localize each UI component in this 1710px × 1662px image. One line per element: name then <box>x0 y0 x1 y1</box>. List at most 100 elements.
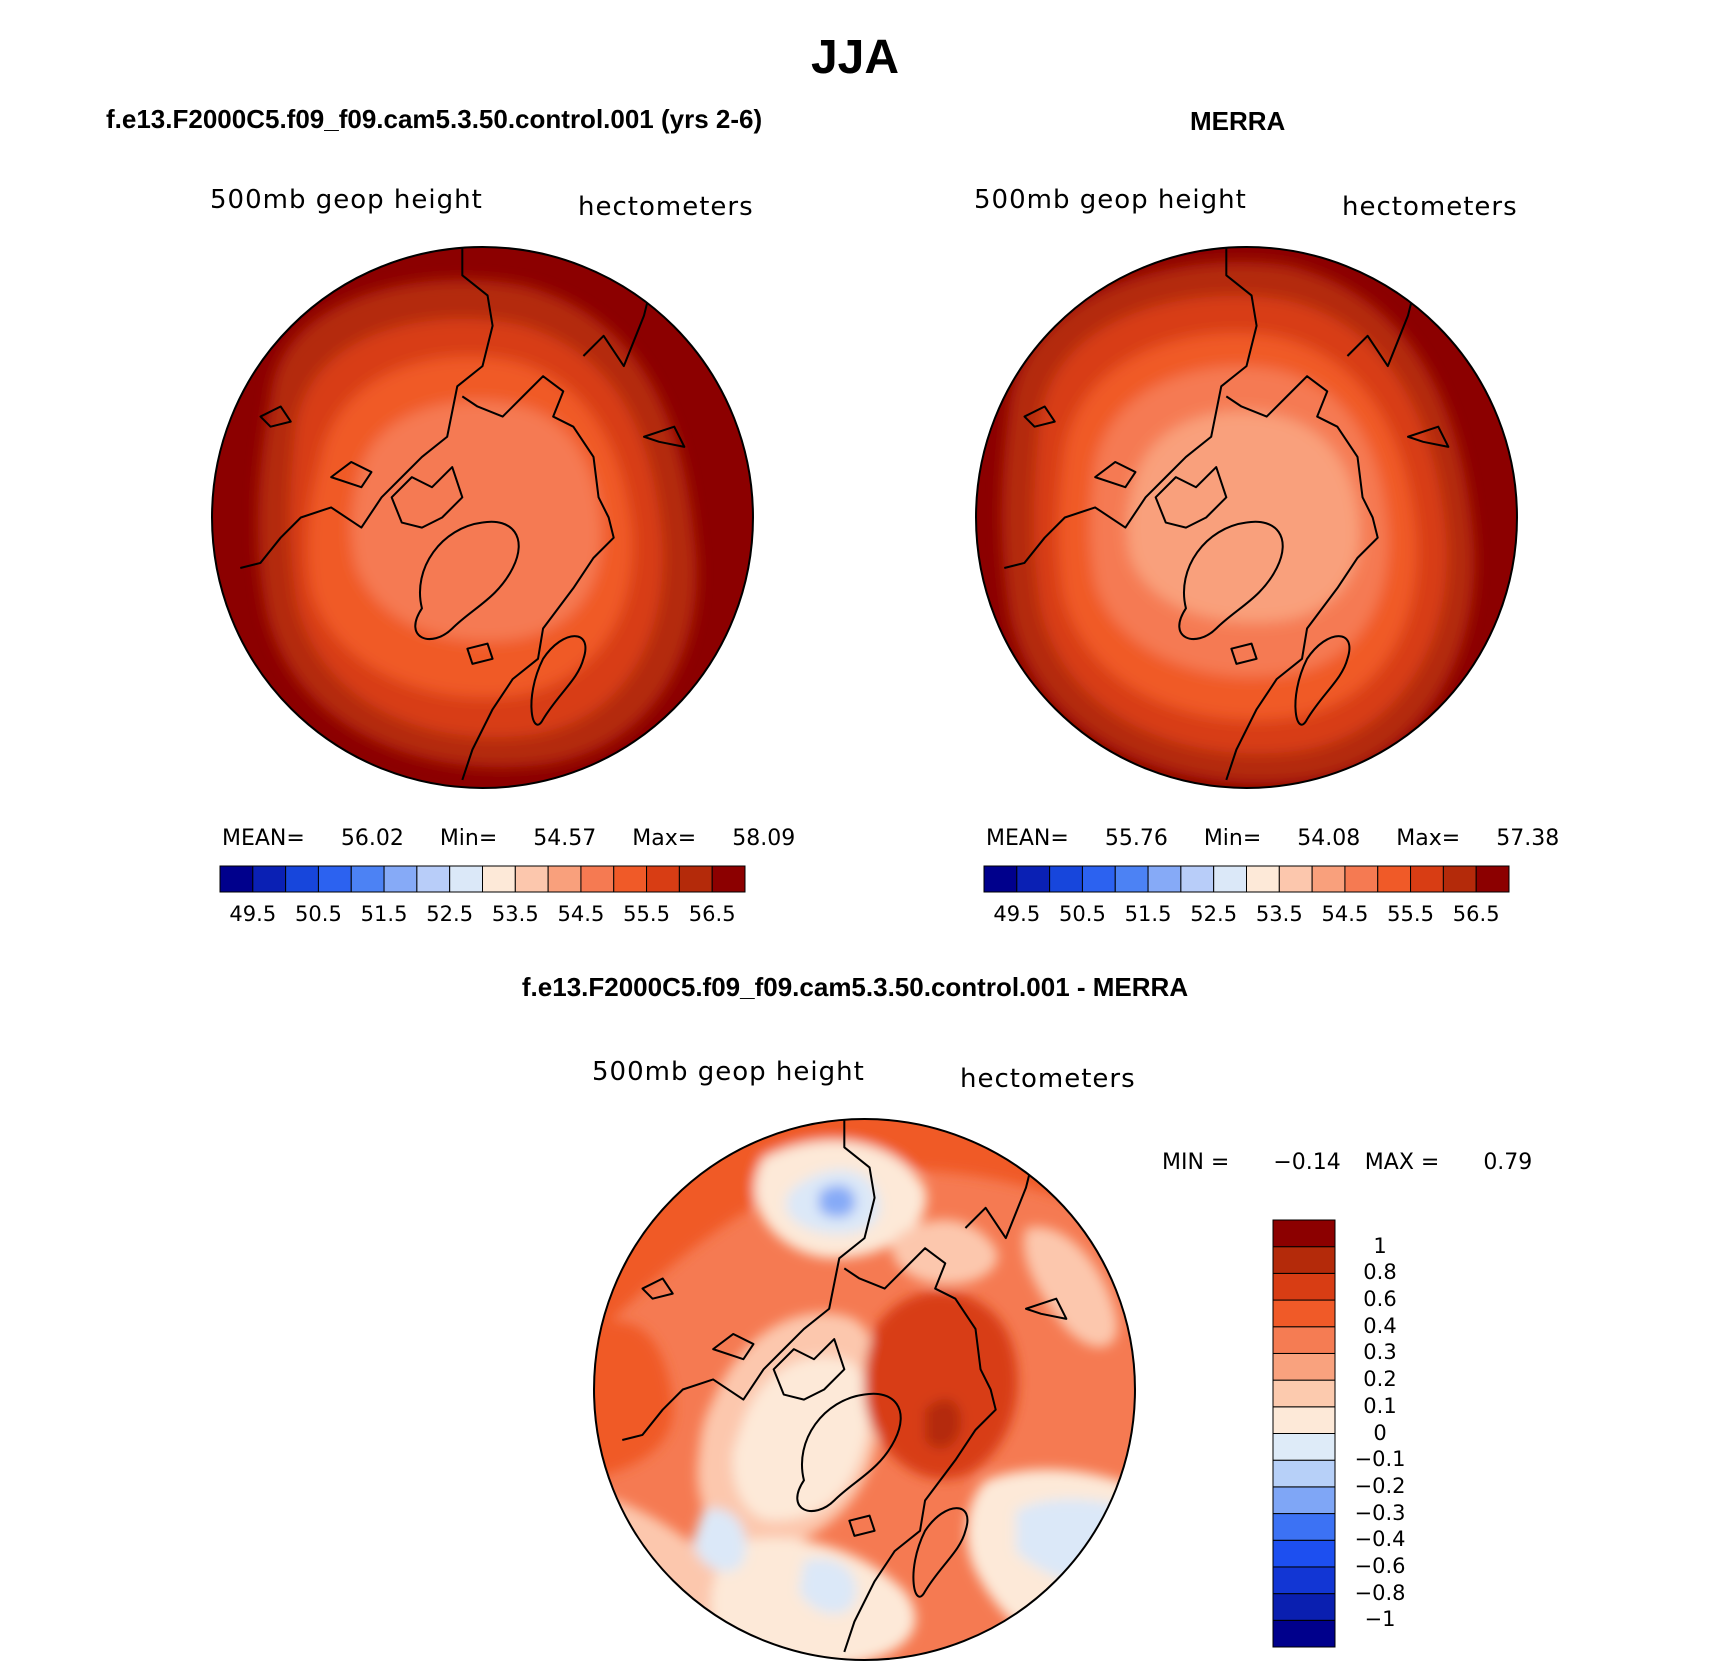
colorbar-tick-label: −0.3 <box>1354 1500 1406 1525</box>
colorbar-swatch <box>1272 1219 1336 1248</box>
coastlines <box>622 1119 1068 1653</box>
right-polar-map <box>975 246 1518 789</box>
diff-units-label: hectometers <box>960 1064 1136 1094</box>
colorbar-swatch <box>1246 865 1280 893</box>
diff-polar-map <box>593 1118 1136 1661</box>
panel-right-title: MERRA <box>1190 106 1286 136</box>
contour-fill <box>732 1356 870 1521</box>
contour-fill <box>925 1399 962 1449</box>
colorbar-swatch <box>317 865 352 893</box>
contour-fill <box>594 1321 674 1481</box>
right-mean-label: MEAN= <box>986 826 1069 851</box>
coastlines <box>240 247 686 781</box>
contour-fill <box>864 1291 1018 1480</box>
colorbar-swatch <box>449 865 483 893</box>
colorbar-swatch <box>1272 1593 1336 1621</box>
colorbar-tick-label: 53.5 <box>1255 902 1303 926</box>
colorbar-tick-label: −0.4 <box>1354 1527 1406 1552</box>
colorbar-tick-label: 0.1 <box>1363 1393 1397 1418</box>
contour-fill <box>798 1558 857 1614</box>
left-max-value: 58.09 <box>732 826 796 851</box>
colorbar-swatch <box>1016 865 1051 893</box>
right-colorbar <box>983 865 1510 893</box>
colorbar-tick-label: 51.5 <box>360 902 408 926</box>
colorbar-swatch <box>416 865 451 893</box>
colorbar-swatch <box>1311 865 1346 893</box>
colorbar-swatch <box>285 865 319 893</box>
contour-fill <box>594 1119 1135 1350</box>
map-border <box>211 246 754 789</box>
left-max-label: Max= <box>632 826 697 851</box>
left-colorbar-ticks: 49.5 50.5 51.5 52.5 53.5 54.5 55.5 56.5 <box>220 902 745 932</box>
colorbar-tick-label: 51.5 <box>1124 902 1172 926</box>
colorbar-swatch <box>1272 1486 1336 1515</box>
panel-diff-title: f.e13.F2000C5.f09_f09.cam5.3.50.control.… <box>521 972 1189 1002</box>
colorbar-swatch <box>1213 865 1247 893</box>
colorbar-tick-label: 0.2 <box>1363 1367 1397 1392</box>
colorbar-tick-label: 52.5 <box>1190 902 1238 926</box>
panel-left-title: f.e13.F2000C5.f09_f09.cam5.3.50.control.… <box>106 104 763 134</box>
right-max-label: Max= <box>1396 826 1461 851</box>
colorbar-swatch <box>1114 865 1149 893</box>
colorbar-swatch <box>1272 1539 1336 1568</box>
contour-fill <box>1127 411 1360 623</box>
colorbar-tick-label: −0.8 <box>1354 1580 1406 1605</box>
contour-fill <box>351 401 602 642</box>
right-min-value: 54.08 <box>1297 826 1361 851</box>
contour-fill <box>692 1508 747 1572</box>
right-units-label: hectometers <box>1342 192 1518 222</box>
colorbar-tick-label: 50.5 <box>1059 902 1106 926</box>
right-colorbar-ticks: 49.5 50.5 51.5 52.5 53.5 54.5 55.5 56.5 <box>984 902 1509 932</box>
right-variable-label: 500mb geop height <box>974 185 1247 215</box>
colorbar-tick-label: 54.5 <box>1321 902 1369 926</box>
diff-colorbar-ticks: 1 0.8 0.6 0.4 0.3 0.2 0.1 0 −0.1 −0.2 −0.3 −0.4 −0.6… <box>1340 1220 1420 1647</box>
colorbar-swatch <box>646 865 680 893</box>
colorbar-swatch <box>514 865 549 893</box>
colorbar-tick-label: 49.5 <box>993 902 1041 926</box>
right-mean-value: 55.76 <box>1104 826 1168 851</box>
season-title: JJA <box>810 31 900 84</box>
colorbar-tick-label: 56.5 <box>1452 902 1500 926</box>
colorbar-swatch <box>1081 865 1116 893</box>
colorbar-swatch <box>482 865 516 893</box>
colorbar-swatch <box>983 865 1018 893</box>
colorbar-tick-label: 0 <box>1373 1420 1387 1445</box>
colorbar-tick-label: 55.5 <box>623 902 670 926</box>
colorbar-tick-label: −0.2 <box>1354 1473 1406 1498</box>
left-min-value: 54.57 <box>533 826 597 851</box>
colorbar-tick-label: 1 <box>1373 1233 1387 1258</box>
colorbar-swatch <box>1278 865 1313 893</box>
colorbar-swatch <box>350 865 385 893</box>
left-mean-label: MEAN= <box>222 826 305 851</box>
diff-min-label: MIN = <box>1162 1150 1230 1175</box>
colorbar-swatch <box>1049 865 1083 893</box>
colorbar-swatch <box>547 865 582 893</box>
diff-max-label: MAX = <box>1364 1150 1440 1175</box>
colorbar-swatch <box>1442 865 1477 893</box>
left-stats: MEAN= 56.02 Min= 54.57 Max= 58.09 <box>222 826 795 851</box>
colorbar-tick-label: −0.6 <box>1354 1553 1406 1578</box>
right-max-value: 57.38 <box>1496 826 1560 851</box>
colorbar-tick-label: 0.6 <box>1363 1287 1397 1312</box>
colorbar-tick-label: 54.5 <box>557 902 605 926</box>
colorbar-swatch <box>1272 1352 1336 1381</box>
colorbar-swatch <box>613 865 648 893</box>
colorbar-swatch <box>1272 1272 1336 1301</box>
colorbar-tick-label: 0.3 <box>1363 1340 1397 1365</box>
colorbar-swatch <box>1147 865 1182 893</box>
colorbar-tick-label: 50.5 <box>295 902 342 926</box>
colorbar-tick-label: 49.5 <box>229 902 277 926</box>
contour-fill <box>892 1219 998 1285</box>
diff-colorbar <box>1272 1219 1336 1648</box>
colorbar-tick-label: −1 <box>1364 1607 1396 1632</box>
colorbar-swatch <box>383 865 418 893</box>
left-colorbar <box>219 865 746 893</box>
colorbar-swatch <box>1272 1513 1336 1541</box>
colorbar-tick-label: 0.4 <box>1363 1313 1397 1338</box>
colorbar-swatch <box>1272 1246 1336 1274</box>
colorbar-swatch <box>1272 1406 1336 1434</box>
colorbar-swatch <box>678 865 713 893</box>
colorbar-swatch <box>1272 1326 1336 1354</box>
map-border <box>975 246 1518 789</box>
left-units-label: hectometers <box>578 192 754 222</box>
